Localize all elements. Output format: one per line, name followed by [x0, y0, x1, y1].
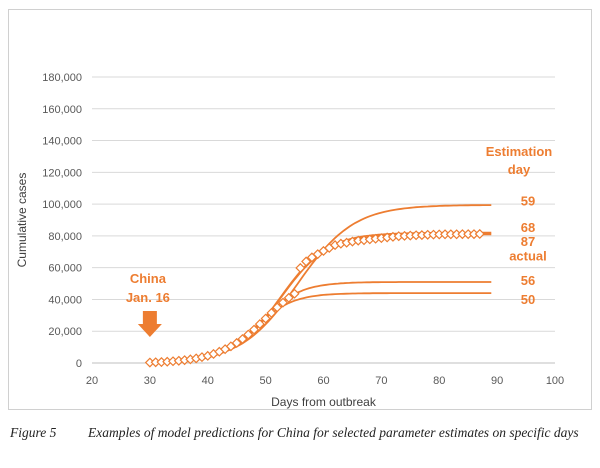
y-tick-label: 20,000: [48, 326, 82, 338]
chart-area: [8, 9, 592, 410]
figure-caption: Figure 5 Examples of model predictions fo…: [10, 424, 590, 441]
x-tick-label: 80: [433, 375, 445, 387]
actual-point: [231, 337, 242, 349]
series-label-50: 50: [521, 292, 535, 307]
legend-title-line-2: day: [508, 162, 531, 177]
series-label-56: 56: [521, 273, 535, 288]
gridlines: [92, 76, 555, 332]
figure-label: Figure 5: [10, 425, 57, 440]
down-arrow-icon: [137, 311, 162, 337]
y-tick-label: 80,000: [48, 231, 82, 243]
actual-point: [237, 333, 248, 345]
x-tick-label: 60: [317, 375, 329, 387]
x-axis-title: Days from outbreak: [271, 395, 377, 409]
x-tick-label: 90: [491, 375, 503, 387]
actual-point: [289, 288, 300, 299]
x-tick-label: 20: [86, 375, 98, 387]
series-label-59: 59: [521, 194, 535, 209]
series-label-87: 87: [521, 234, 535, 249]
y-axis-ticks: 0 20,000 40,000 60,000 80,000 100,000 120,000 1…: [42, 72, 82, 370]
actual-point: [272, 302, 283, 313]
series-line-50: [149, 292, 492, 364]
x-tick-label: 40: [202, 375, 214, 387]
y-tick-label: 160,000: [42, 104, 82, 116]
actual-point: [474, 228, 485, 240]
actual-point: [260, 313, 271, 324]
actual-point: [277, 297, 289, 308]
series-label-68: 68: [521, 220, 535, 235]
x-tick-label: 30: [144, 375, 156, 387]
actual-markers: [144, 228, 485, 368]
x-axis-ticks: 20 30 40 50 60 70 80 90 100: [86, 375, 564, 387]
series-line-56: [149, 281, 492, 364]
y-tick-label: 0: [76, 358, 82, 370]
x-tick-label: 100: [546, 375, 564, 387]
series-lines: [149, 204, 492, 364]
y-tick-label: 60,000: [48, 263, 82, 275]
annotation-line-2: Jan. 16: [126, 290, 170, 305]
actual-point: [249, 324, 260, 335]
actual-point: [254, 319, 265, 330]
line-chart: 0 20,000 40,000 60,000 80,000 100,000 120,000 1…: [15, 72, 564, 409]
x-tick-label: 50: [260, 375, 272, 387]
actual-point: [301, 256, 312, 267]
actual-point: [283, 292, 294, 303]
y-tick-label: 40,000: [48, 294, 82, 306]
y-axis-title: Cumulative cases: [15, 173, 29, 268]
y-tick-label: 100,000: [42, 199, 82, 211]
caption-text: Examples of model predictions for China …: [88, 425, 579, 440]
y-tick-label: 120,000: [42, 167, 82, 179]
actual-point: [266, 307, 277, 318]
legend-title-line-1: Estimation: [486, 144, 553, 159]
series-line-59: [149, 204, 492, 364]
y-tick-label: 140,000: [42, 136, 82, 148]
actual-point: [295, 262, 306, 274]
x-tick-label: 70: [375, 375, 387, 387]
actual-point: [243, 329, 254, 340]
series-label-actual: actual: [509, 249, 547, 264]
annotation-line-1: China: [130, 271, 167, 286]
y-tick-label: 180,000: [42, 72, 82, 84]
